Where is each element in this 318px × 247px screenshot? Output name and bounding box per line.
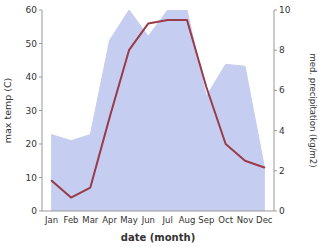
y-tick-label: 0	[31, 206, 37, 216]
plot-area	[52, 10, 265, 211]
chart: 0 10 20 30 40 50 60 0 2 4 6 8 10 Jan Feb MarAprMayJun Ju…	[0, 0, 318, 247]
y2-tick	[274, 211, 277, 212]
y-tick	[39, 177, 42, 178]
y-tick-label: 20	[26, 139, 38, 149]
y-tick-label: 10	[26, 173, 38, 183]
x-tick-label: Jan	[44, 215, 58, 225]
y-tick-label: 50	[26, 39, 38, 49]
y2-tick-label: 6	[279, 85, 285, 95]
y2-axis-line	[274, 10, 275, 211]
x-tick-label: Nov	[237, 215, 254, 225]
x-tick-label: Aug	[179, 215, 196, 225]
y2-tick	[274, 10, 277, 11]
y2-tick-label: 2	[279, 166, 285, 176]
y-tick	[39, 77, 42, 78]
y2-tick-label: 8	[279, 45, 285, 55]
y2-tick	[274, 170, 277, 171]
x-tick-label: Dec	[256, 215, 273, 225]
x-tick-label: Jun	[141, 215, 155, 225]
y-tick	[39, 10, 42, 11]
y-axis-title: max temp (C)	[2, 78, 13, 144]
x-tick-label: May	[120, 215, 138, 225]
y-tick	[39, 110, 42, 111]
y-tick-label: 30	[26, 106, 38, 116]
x-tick-label: Sep	[198, 215, 214, 225]
y2-tick-label: 0	[279, 206, 285, 216]
y2-tick	[274, 90, 277, 91]
y-tick-label: 40	[26, 72, 38, 82]
y2-tick	[274, 130, 277, 131]
temperature-line	[52, 20, 265, 198]
x-tick-label: Oct	[218, 215, 233, 225]
x-tick-label: Apr	[102, 215, 117, 225]
y2-tick-label: 4	[279, 126, 285, 136]
y2-tick-label: 10	[279, 5, 291, 15]
x-tick-label: Jul	[162, 215, 173, 225]
x-axis-line	[42, 211, 274, 212]
x-tick-label: Mar	[82, 215, 99, 225]
y2-tick	[274, 50, 277, 51]
y-tick-label: 60	[26, 5, 38, 15]
x-tick-label: Feb	[63, 215, 78, 225]
y2-axis-title: med. precipitation (kg/m2)	[308, 53, 318, 167]
y-tick	[39, 144, 42, 145]
y-tick	[39, 43, 42, 44]
precipitation-area	[52, 10, 265, 211]
x-axis-title: date (month)	[121, 232, 195, 243]
y-tick	[39, 211, 42, 212]
